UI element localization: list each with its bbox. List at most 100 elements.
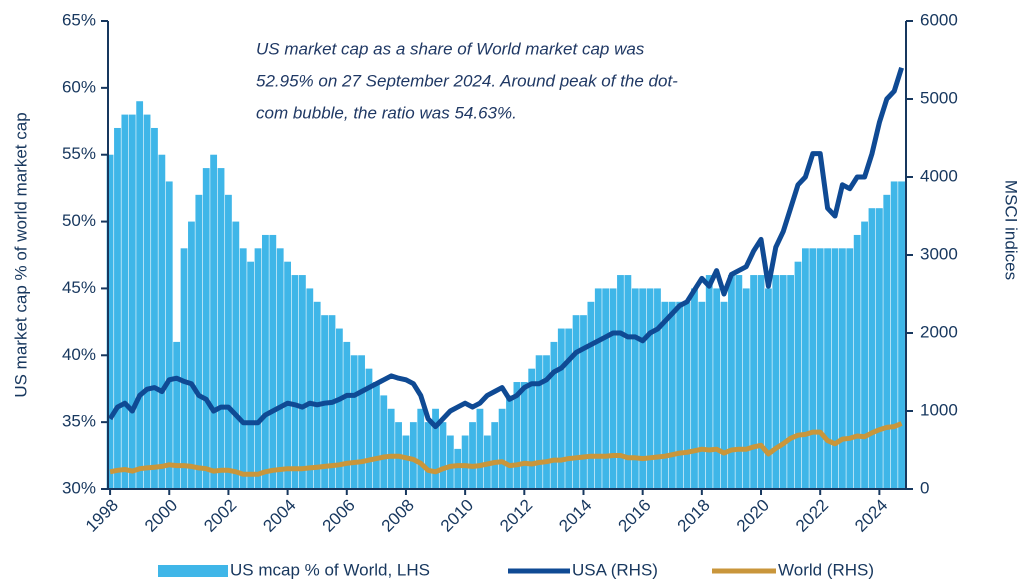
bar	[750, 275, 758, 489]
bar	[335, 328, 343, 489]
bar	[728, 275, 735, 489]
bar	[720, 301, 728, 489]
bar	[861, 221, 868, 490]
bar	[713, 288, 721, 489]
bar	[683, 301, 691, 489]
bar	[520, 382, 528, 489]
bar	[624, 275, 632, 489]
y-tick-label: 50%	[62, 211, 96, 230]
x-tick-label: 2022	[792, 496, 832, 536]
x-tick-label: 2024	[851, 496, 891, 536]
y2-tick-label: 4000	[920, 166, 958, 185]
x-tick-label: 2018	[674, 496, 714, 536]
x-tick-label: 2000	[141, 496, 181, 536]
bar	[705, 275, 713, 489]
x-tick-label: 2010	[437, 496, 477, 536]
bar	[691, 288, 698, 489]
legend-label: World (RHS)	[778, 560, 874, 579]
y-tick-label: 45%	[62, 278, 96, 297]
x-tick-label: 1998	[82, 496, 122, 536]
bar	[883, 194, 891, 490]
bar	[535, 355, 543, 489]
bar	[417, 408, 425, 489]
bar	[639, 288, 647, 489]
bar	[846, 248, 854, 489]
bar	[298, 275, 306, 489]
bar	[143, 114, 151, 489]
bar	[284, 261, 292, 489]
bar	[787, 275, 795, 489]
bar	[409, 422, 417, 489]
y2-tick-label: 3000	[920, 244, 958, 263]
bar	[506, 395, 513, 489]
x-tick-label: 2006	[319, 496, 359, 536]
lines	[107, 67, 904, 477]
bar	[439, 422, 447, 489]
bar	[343, 341, 351, 489]
x-tick-label: 2008	[378, 496, 418, 536]
y-axis-label: US market cap % of world market cap	[11, 112, 30, 397]
x-tick-label: 2012	[496, 496, 536, 536]
line	[109, 421, 903, 477]
bar	[698, 301, 706, 489]
bar	[890, 181, 898, 489]
bar	[668, 301, 676, 489]
bar	[676, 301, 684, 489]
bar	[831, 248, 839, 489]
bar	[513, 382, 521, 489]
bar	[631, 288, 639, 489]
bar	[461, 435, 469, 489]
bar	[247, 261, 255, 489]
legend-label: US mcap % of World, LHS	[230, 560, 430, 579]
bar	[779, 275, 787, 489]
bar	[254, 248, 262, 489]
x-tick-label: 2014	[555, 496, 595, 536]
line	[107, 67, 904, 430]
bar	[225, 194, 232, 490]
y-tick-label: 60%	[62, 77, 96, 96]
bar	[106, 154, 114, 489]
bar	[765, 288, 772, 489]
annotation: com bubble, the ratio was 54.63%.	[256, 103, 517, 122]
bar	[824, 248, 831, 489]
y2-axis-label: MSCI indices	[1002, 180, 1019, 280]
bar	[380, 395, 388, 489]
bar	[646, 288, 654, 489]
bar	[557, 328, 565, 489]
bar	[491, 422, 499, 489]
bar	[853, 234, 861, 489]
bar	[217, 168, 225, 490]
bar	[476, 408, 484, 489]
bar	[306, 288, 314, 489]
y-tick-label: 55%	[62, 144, 96, 163]
bar	[372, 382, 380, 489]
bar	[121, 114, 129, 489]
bar	[446, 435, 454, 489]
bar	[757, 275, 765, 489]
bar	[742, 288, 750, 489]
bar	[432, 408, 439, 489]
y-tick-label: 65%	[62, 10, 96, 29]
bar	[816, 248, 824, 489]
bar	[587, 301, 595, 489]
bar	[550, 341, 558, 489]
y-tick-label: 35%	[62, 412, 96, 431]
y-tick-label: 30%	[62, 478, 96, 497]
bar	[424, 422, 432, 489]
bar	[565, 328, 573, 489]
bar	[232, 221, 240, 490]
bar	[313, 301, 321, 489]
bar	[188, 221, 195, 490]
bar	[210, 154, 218, 489]
y2-tick-label: 6000	[920, 10, 958, 29]
bar	[173, 341, 181, 489]
bar	[151, 127, 158, 489]
bar	[594, 288, 602, 489]
bar	[269, 234, 277, 489]
x-tick-label: 2002	[200, 496, 240, 536]
bar	[498, 408, 506, 489]
y2-tick-label: 0	[920, 478, 929, 497]
bar	[875, 208, 883, 489]
bar	[801, 248, 809, 489]
